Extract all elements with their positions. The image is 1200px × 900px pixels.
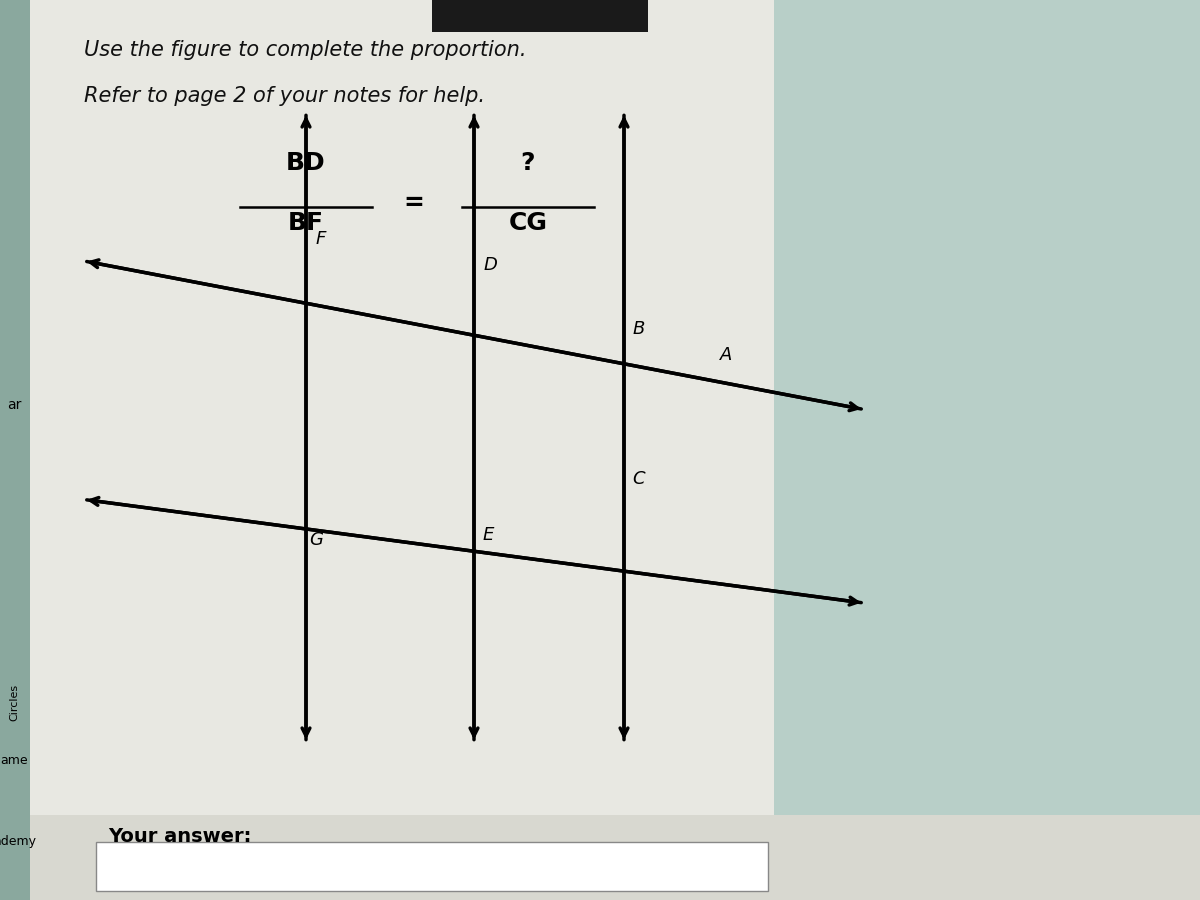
Text: E: E bbox=[482, 526, 493, 544]
Text: ame: ame bbox=[0, 754, 29, 767]
Text: A: A bbox=[720, 346, 732, 364]
Bar bbox=[30, 0, 774, 900]
Bar bbox=[96, 842, 768, 891]
Text: D: D bbox=[484, 256, 498, 274]
Text: Your answer:: Your answer: bbox=[108, 827, 251, 847]
Bar bbox=[30, 814, 1200, 900]
Text: BD: BD bbox=[286, 151, 326, 176]
Text: Use the figure to complete the proportion.: Use the figure to complete the proportio… bbox=[84, 40, 527, 60]
Text: =: = bbox=[403, 191, 425, 214]
Text: C: C bbox=[632, 470, 646, 488]
Text: BF: BF bbox=[288, 212, 324, 236]
Bar bbox=[432, 0, 648, 32]
Text: ar: ar bbox=[7, 398, 22, 412]
Text: Circles: Circles bbox=[10, 683, 19, 721]
Text: ?: ? bbox=[521, 151, 535, 176]
Text: B: B bbox=[632, 320, 644, 338]
Bar bbox=[774, 0, 1200, 900]
Bar bbox=[0, 0, 30, 900]
Text: CG: CG bbox=[509, 212, 547, 236]
Text: G: G bbox=[310, 531, 324, 549]
Text: F: F bbox=[316, 230, 326, 248]
Text: Refer to page 2 of your notes for help.: Refer to page 2 of your notes for help. bbox=[84, 86, 485, 105]
Text: ademy: ademy bbox=[0, 835, 36, 848]
